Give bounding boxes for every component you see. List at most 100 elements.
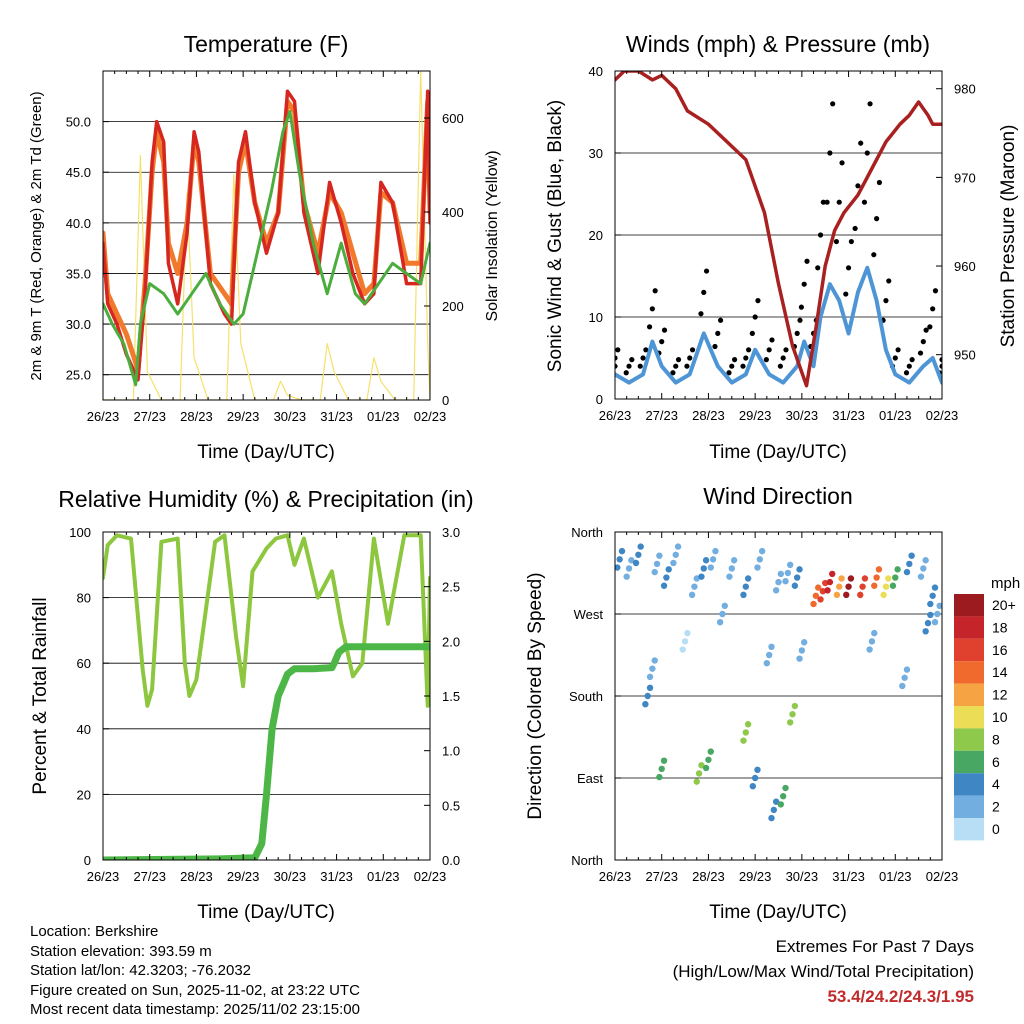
y-tick-label: South <box>569 689 603 704</box>
gust-point <box>804 258 810 264</box>
legend-label: 8 <box>992 731 1000 747</box>
direction-point <box>691 583 698 590</box>
humidity-ylabel: Percent & Total Rainfall <box>30 597 51 794</box>
gust-point <box>801 281 807 287</box>
gust-point <box>906 363 912 369</box>
direction-point <box>868 638 876 645</box>
x-tick-label: 02/23 <box>414 409 447 424</box>
gust-point <box>845 265 852 271</box>
direction-point <box>931 584 939 591</box>
x-tick-label: 31/23 <box>832 869 865 884</box>
direction-point <box>730 557 738 564</box>
gust-point <box>740 363 746 369</box>
gust-point <box>839 160 845 166</box>
gust-point <box>752 314 758 320</box>
legend-label: 4 <box>992 776 1000 792</box>
direction-point <box>651 568 658 576</box>
direction-point <box>861 575 869 582</box>
y2-tick-label: 600 <box>442 111 464 126</box>
gust-point <box>855 183 861 189</box>
gust-point <box>743 355 749 361</box>
direction-point <box>873 574 880 581</box>
direction-point <box>922 628 929 635</box>
gust-point <box>930 306 936 312</box>
direction-point <box>903 666 911 673</box>
direction-point <box>775 578 782 586</box>
gust-point <box>858 140 864 146</box>
direction-point <box>653 560 661 568</box>
temperature-panel: Temperature (F) 25.0 30.0 35.0 40.0 45.0 50.0… <box>28 31 501 463</box>
gust-point <box>637 363 643 369</box>
direction-point <box>698 573 705 580</box>
y-tick-label: West <box>574 607 604 622</box>
elevation-text: Station elevation: 393.59 m <box>30 942 212 960</box>
gust-point <box>923 327 929 333</box>
direction-point <box>702 764 710 772</box>
direction-point <box>784 569 792 577</box>
humidity-xlabel: Time (Day/UTC) <box>197 902 335 923</box>
gust-point <box>864 150 870 156</box>
x-tick-label: 02/23 <box>926 408 959 423</box>
gust-point <box>703 268 710 274</box>
direction-point <box>616 556 623 563</box>
direction-point <box>707 748 714 755</box>
direction-point <box>826 578 834 586</box>
legend-swatch <box>954 594 984 617</box>
gust-point <box>833 238 840 245</box>
direction-point <box>815 584 822 591</box>
x-tick-label: 26/23 <box>87 409 120 424</box>
direction-point <box>894 566 901 573</box>
direction-point <box>758 547 766 555</box>
legend-swatch <box>954 795 984 818</box>
direction-point <box>756 556 764 563</box>
direction-point <box>623 573 630 580</box>
direction-point <box>836 583 843 590</box>
legend-swatch <box>954 683 984 706</box>
y-tick-label: 25.0 <box>66 368 91 383</box>
direction-point <box>927 611 934 619</box>
direction-point <box>688 591 696 599</box>
y-tick-label: 30 <box>589 146 603 161</box>
direction-point <box>772 798 780 805</box>
direction-point <box>665 566 672 573</box>
temperature-title: Temperature (F) <box>184 31 349 57</box>
direction-point <box>674 543 682 550</box>
extremes-box: Extremes For Past 7 Days (High/Low/Max W… <box>673 934 974 1009</box>
y-tick-label: North <box>571 525 603 540</box>
x-tick-label: 27/23 <box>133 869 166 884</box>
x-tick-label: 28/23 <box>692 408 725 423</box>
direction-point <box>791 702 799 710</box>
y2-tick-label: 950 <box>954 348 976 363</box>
solar-insolation-line <box>103 71 430 400</box>
direction-point <box>651 657 658 664</box>
gust-point <box>780 355 786 361</box>
gust-point <box>649 306 655 312</box>
temperature-series <box>103 71 430 400</box>
direction-point <box>681 638 689 645</box>
winds-ticks: 0 10 20 30 40 950 960 970 980 26/23 27/23 28/23 29/2… <box>589 64 976 423</box>
x-tick-label: 01/23 <box>367 409 400 424</box>
speed-legend-title: mph <box>991 575 1020 592</box>
direction-point <box>751 774 759 782</box>
y-tick-label: 100 <box>69 525 91 540</box>
y2-tick-label: 400 <box>442 205 464 220</box>
direction-point <box>702 557 710 564</box>
created-text: Figure created on Sun, 2025-11-02, at 23… <box>30 981 360 999</box>
direction-point <box>754 564 761 571</box>
direction-point <box>796 655 803 662</box>
direction-point <box>829 570 836 578</box>
x-tick-label: 02/23 <box>926 869 959 884</box>
x-tick-label: 27/23 <box>133 409 166 424</box>
legend-label: 0 <box>992 821 1000 837</box>
direction-point <box>796 566 803 573</box>
temperature-ticks: 25.0 30.0 35.0 40.0 45.0 50.0 0 200 400 600 26/23 2… <box>66 71 464 424</box>
gust-point <box>827 150 833 156</box>
gust-point <box>766 347 772 353</box>
direction-point <box>906 560 913 568</box>
x-tick-label: 30/23 <box>274 869 307 884</box>
y2-tick-label: 0.0 <box>442 853 460 868</box>
gust-point <box>798 304 804 310</box>
direction-point <box>936 602 942 609</box>
direction-point <box>857 591 864 599</box>
y-tick-label: 80 <box>77 591 91 606</box>
